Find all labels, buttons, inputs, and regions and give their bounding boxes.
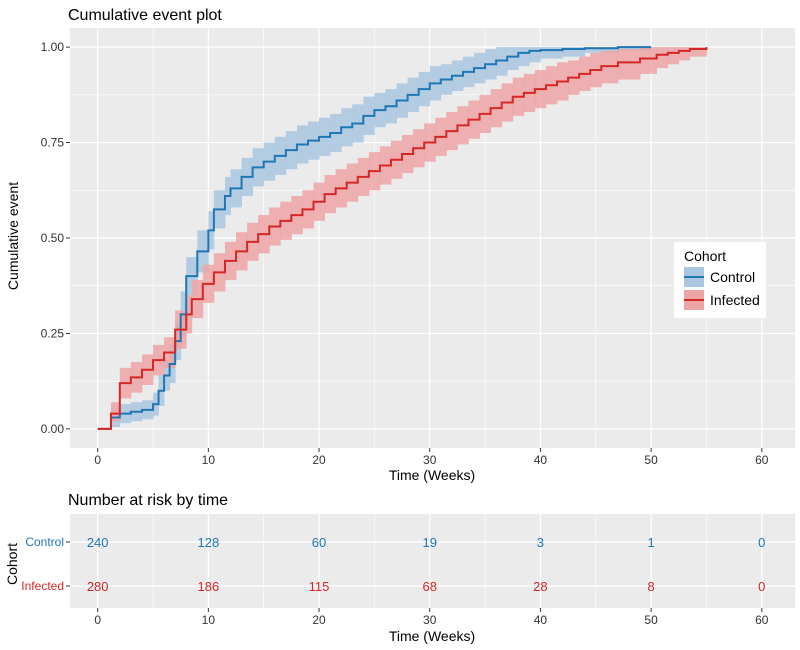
- risk-x-tick-label: 20: [312, 613, 326, 627]
- legend-items: Control Infected: [684, 267, 760, 310]
- risk-x-tick-label: 60: [755, 613, 769, 627]
- risk-cell-infected: 0: [758, 579, 765, 594]
- risk-row-label-infected: Infected: [21, 579, 64, 593]
- x-tick-label: 20: [312, 453, 326, 467]
- main-plot-step-lines: [97, 46, 708, 430]
- confidence-band-control: [540, 47, 563, 59]
- risk-row-label-control: Control: [25, 535, 64, 549]
- step-line-control: [97, 46, 652, 430]
- risk-cell-infected: 115: [309, 579, 330, 594]
- confidence-band-control: [518, 47, 530, 67]
- risk-cell-infected: 280: [87, 579, 109, 594]
- legend-label-infected: Infected: [710, 292, 760, 308]
- risk-table-y-axis-title: Cohort: [4, 543, 20, 585]
- confidence-band-infected: [678, 47, 691, 61]
- confidence-band-infected: [656, 47, 669, 69]
- risk-table-title: Number at risk by time: [68, 492, 228, 509]
- x-tick-label: 0: [94, 453, 101, 467]
- risk-table-x-axis-title: Time (Weeks): [389, 628, 475, 644]
- risk-x-tick-label: 0: [94, 613, 101, 627]
- main-plot-x-axis-title: Time (Weeks): [389, 467, 475, 483]
- risk-cell-control: 0: [758, 535, 765, 550]
- y-tick-label: 0.50: [41, 231, 65, 245]
- risk-cell-control: 60: [312, 535, 326, 550]
- main-plot-panel: [70, 28, 795, 448]
- y-tick-label: 0.75: [41, 136, 65, 150]
- risk-table-gridlines: [70, 514, 795, 608]
- confidence-band-control: [584, 47, 619, 53]
- confidence-band-infected: [640, 47, 658, 74]
- risk-cell-control: 240: [87, 535, 109, 550]
- x-tick-label: 60: [755, 453, 769, 467]
- main-plot-y-axis-title: Cumulative event: [5, 182, 21, 290]
- risk-cell-control: 3: [537, 535, 544, 550]
- risk-table-panel: 240 128 60 19 3 1 0 280 186 115 68 28 8 0: [70, 514, 795, 608]
- confidence-band-infected: [617, 49, 641, 80]
- risk-cell-infected: 8: [647, 579, 654, 594]
- legend-label-control: Control: [710, 269, 755, 285]
- risk-table-row-labels: Control Infected: [21, 535, 70, 593]
- x-tick-label: 10: [202, 453, 216, 467]
- risk-table-background: [70, 514, 795, 608]
- main-plot-title: Cumulative event plot: [68, 7, 222, 24]
- confidence-band-control: [529, 47, 541, 63]
- risk-table-cells: 240 128 60 19 3 1 0 280 186 115 68 28 8 0: [87, 535, 766, 594]
- step-line-infected: [97, 47, 708, 430]
- risk-x-tick-label: 30: [423, 613, 437, 627]
- confidence-band-infected: [667, 47, 680, 65]
- risk-cell-infected: 186: [198, 579, 220, 594]
- legend-title: Cohort: [684, 248, 726, 264]
- y-tick-label: 0.00: [41, 422, 65, 436]
- risk-x-tick-label: 50: [644, 613, 658, 627]
- risk-x-tick-label: 10: [202, 613, 216, 627]
- risk-cell-control: 1: [647, 535, 654, 550]
- confidence-band-infected: [110, 402, 121, 422]
- main-plot-y-axis: 0.00 0.25 0.50 0.75 1.00: [41, 40, 70, 436]
- x-tick-label: 40: [534, 453, 548, 467]
- confidence-band-control: [507, 47, 519, 70]
- x-tick-label: 50: [644, 453, 658, 467]
- confidence-band-control: [562, 47, 586, 57]
- risk-cell-control: 128: [198, 535, 220, 550]
- x-tick-label: 30: [423, 453, 437, 467]
- legend: Cohort Control Infected: [674, 242, 766, 318]
- risk-table-x-axis: 0 10 20 30 40 50 60: [94, 608, 769, 627]
- risk-cell-infected: 28: [533, 579, 547, 594]
- confidence-band-infected: [689, 47, 707, 57]
- y-tick-label: 0.25: [41, 326, 65, 340]
- main-plot-x-axis: 0 10 20 30 40 50 60: [94, 448, 769, 467]
- risk-cell-control: 19: [422, 535, 436, 550]
- risk-x-tick-label: 40: [534, 613, 548, 627]
- y-tick-label: 1.00: [41, 40, 65, 54]
- risk-cell-infected: 68: [422, 579, 436, 594]
